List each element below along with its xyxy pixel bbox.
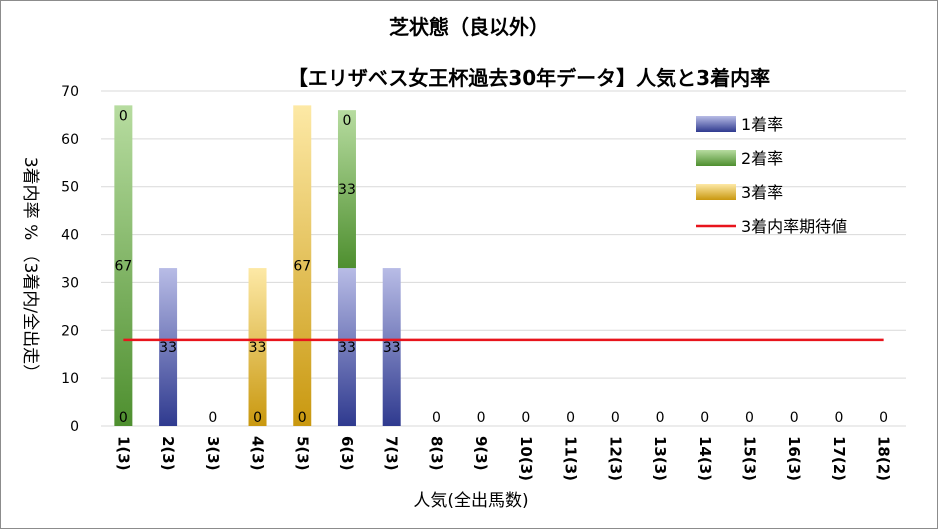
bar-1 xyxy=(337,268,356,426)
x-tick-label: 13(3) xyxy=(651,436,669,481)
x-tick-label: 2(3) xyxy=(159,436,177,471)
data-label: 0 xyxy=(611,410,620,426)
y-tick-label: 20 xyxy=(61,323,79,339)
x-tick-label: 17(2) xyxy=(830,436,848,481)
data-label: 0 xyxy=(790,410,799,426)
data-label: 33 xyxy=(383,340,401,356)
data-label: 33 xyxy=(338,182,356,198)
legend-label: 1着率 xyxy=(741,115,783,134)
chart-subtitle: 【エリザベス女王杯過去30年データ】人気と3着内率 xyxy=(288,66,770,90)
x-tick-label: 14(3) xyxy=(696,436,714,481)
y-axis-label: 3着内率 % （3着内/全出走） xyxy=(20,157,40,381)
legend-label: 3着率 xyxy=(741,183,783,202)
y-tick-label: 10 xyxy=(61,371,79,387)
x-tick-label: 10(3) xyxy=(517,436,535,481)
x-tick-label: 7(3) xyxy=(383,436,401,471)
data-label: 0 xyxy=(566,410,575,426)
x-tick-label: 8(3) xyxy=(427,436,445,471)
y-tick-label: 0 xyxy=(70,419,79,435)
x-tick-label: 9(3) xyxy=(472,436,490,471)
data-label: 33 xyxy=(249,340,267,356)
chart-title: 芝状態（良以外） xyxy=(389,15,549,39)
gridlines xyxy=(101,90,906,427)
data-label: 33 xyxy=(338,340,356,356)
legend-swatch xyxy=(696,150,736,166)
x-tick-label: 3(3) xyxy=(204,436,222,471)
x-tick-label: 11(3) xyxy=(562,436,580,481)
legend-swatch xyxy=(696,184,736,200)
data-label: 0 xyxy=(834,410,843,426)
x-tick-label: 12(3) xyxy=(606,436,624,481)
bar-2 xyxy=(114,105,133,426)
x-axis-ticks: 1(3) 2(3) 3(3) 4(3) 5(3) 6(3) 7(3) 8(3) 9(3) 10(3… xyxy=(114,436,892,481)
data-label: 0 xyxy=(656,410,665,426)
bar-1 xyxy=(159,268,178,426)
data-label: 0 xyxy=(119,410,128,426)
data-label: 0 xyxy=(343,113,352,129)
x-axis-label: 人気(全出馬数) xyxy=(413,491,528,511)
x-tick-label: 1(3) xyxy=(114,436,132,471)
x-tick-label: 6(3) xyxy=(338,436,356,471)
x-tick-label: 5(3) xyxy=(293,436,311,471)
data-label: 0 xyxy=(879,410,888,426)
data-label: 0 xyxy=(521,410,530,426)
bar-1 xyxy=(382,268,401,426)
y-tick-label: 60 xyxy=(61,132,79,148)
data-label: 67 xyxy=(293,259,311,275)
data-label: 0 xyxy=(700,410,709,426)
bars xyxy=(114,105,401,426)
y-tick-label: 30 xyxy=(61,275,79,291)
bar-3 xyxy=(248,268,267,426)
legend: 1着率 2着率 3着率 3着内率期待値 xyxy=(696,115,847,236)
data-label: 0 xyxy=(208,410,217,426)
data-label: 67 xyxy=(114,259,132,275)
x-tick-label: 4(3) xyxy=(249,436,267,471)
legend-swatch xyxy=(696,116,736,132)
data-label: 0 xyxy=(119,108,128,124)
legend-label: 3着内率期待値 xyxy=(741,217,847,236)
x-tick-label: 16(3) xyxy=(785,436,803,481)
bar-3 xyxy=(293,105,312,426)
data-labels: 0 67 0 33 0 0 33 0 67 33 33 0 33 0 0 0 0 0 0 0 0 0 0 0 xyxy=(114,108,888,426)
y-tick-label: 40 xyxy=(61,228,79,244)
y-axis-ticks: 0 10 20 30 40 50 60 70 xyxy=(61,84,79,435)
data-label: 33 xyxy=(159,340,177,356)
data-label: 0 xyxy=(298,410,307,426)
x-tick-label: 15(3) xyxy=(740,436,758,481)
x-tick-label: 18(2) xyxy=(875,436,893,481)
legend-label: 2着率 xyxy=(741,149,783,168)
data-label: 0 xyxy=(477,410,486,426)
data-label: 0 xyxy=(745,410,754,426)
data-label: 0 xyxy=(432,410,441,426)
y-tick-label: 70 xyxy=(61,84,79,100)
bar-2 xyxy=(337,110,356,269)
data-label: 0 xyxy=(253,410,262,426)
y-tick-label: 50 xyxy=(61,180,79,196)
